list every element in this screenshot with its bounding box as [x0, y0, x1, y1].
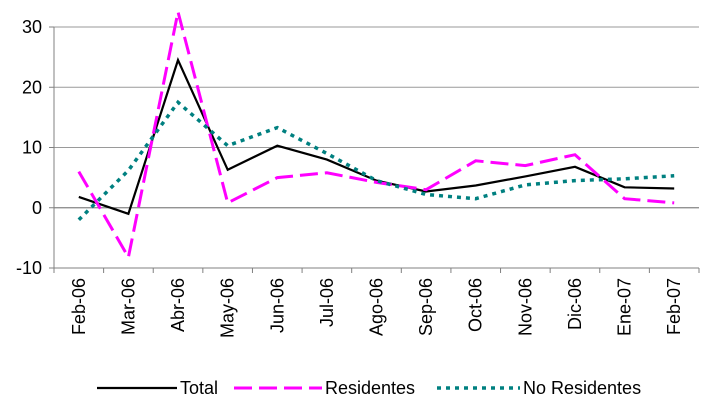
x-tick-label: Mar-06 — [118, 278, 138, 335]
x-tick-label: May-06 — [218, 278, 238, 338]
legend-label: No Residentes — [523, 378, 641, 398]
series-line-residentes — [77, 11, 675, 262]
y-tick-label: 30 — [22, 17, 42, 37]
x-tick-label: Jul-06 — [317, 278, 337, 327]
y-tick-label: -10 — [16, 258, 42, 278]
axes — [49, 26, 700, 273]
series-line-no-residentes — [77, 99, 675, 222]
x-tick-label: Jun-06 — [267, 278, 287, 333]
x-tick-label: Dic-06 — [565, 278, 585, 330]
x-tick-label: Feb-06 — [69, 278, 89, 335]
x-tick-labels: Feb-06 Mar-06 Abr-06 May-06 Jun-06 Jul-06 Ago-… — [69, 278, 684, 338]
legend-label: Residentes — [325, 378, 415, 398]
y-tick-label: 0 — [32, 198, 42, 218]
series-lines — [77, 11, 675, 262]
x-tick-label: Oct-06 — [466, 278, 486, 332]
x-tick-label: Sep-06 — [416, 278, 436, 336]
x-tick-label: Ago-06 — [367, 278, 387, 336]
legend: Total Residentes No Residentes — [97, 378, 641, 398]
x-tick-label: Ene-07 — [615, 278, 635, 336]
x-tick-label: Nov-06 — [515, 278, 535, 336]
x-tick-label: Abr-06 — [168, 278, 188, 332]
y-tick-labels: -10 0 10 20 30 — [16, 17, 42, 278]
legend-label: Total — [180, 378, 218, 398]
x-tick-label: Feb-07 — [664, 278, 684, 335]
series-line-total — [78, 57, 675, 216]
y-tick-label: 20 — [22, 77, 42, 97]
y-tick-label: 10 — [22, 138, 42, 158]
